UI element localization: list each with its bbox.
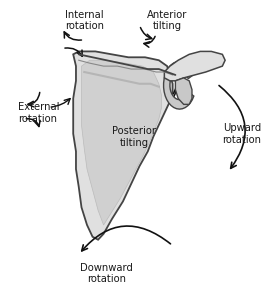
Text: Internal
rotation: Internal rotation: [65, 10, 104, 31]
Polygon shape: [73, 51, 173, 240]
Polygon shape: [81, 60, 162, 225]
Text: Downward
rotation: Downward rotation: [80, 263, 133, 284]
Polygon shape: [164, 51, 225, 81]
Polygon shape: [163, 61, 194, 109]
Text: Posterior
tilting: Posterior tilting: [112, 126, 156, 148]
Text: External
rotation: External rotation: [18, 102, 59, 124]
Text: Anterior
tilting: Anterior tilting: [147, 10, 187, 31]
Polygon shape: [175, 78, 192, 104]
Text: Upward
rotation: Upward rotation: [222, 123, 261, 145]
